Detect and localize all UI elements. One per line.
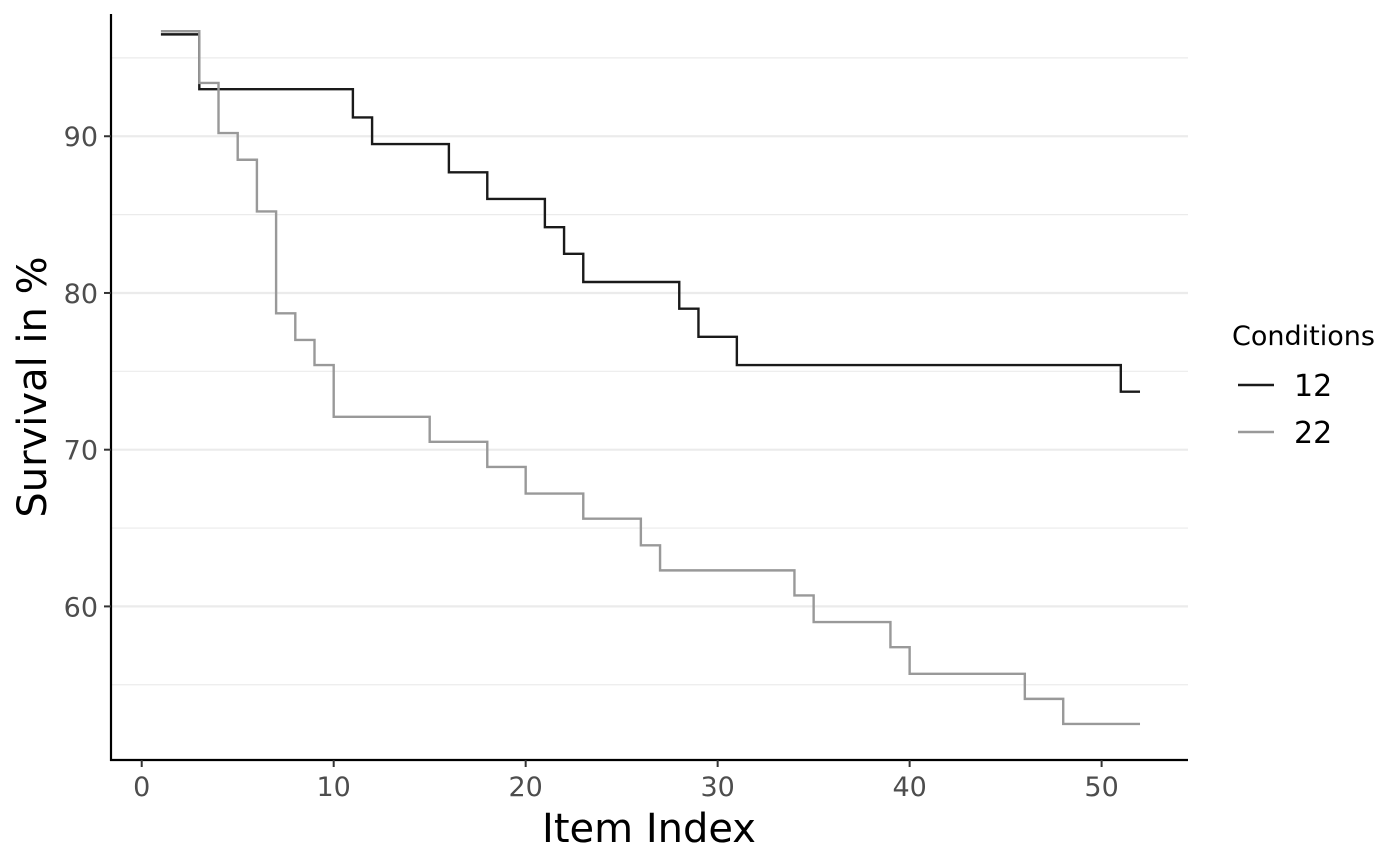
y-tick-label: 80 [64,279,98,310]
series-line-22 [160,30,1141,726]
legend-item-12: 12 [1238,369,1332,404]
gridlines [111,57,1188,686]
series-lines [160,30,1141,726]
x-tick-label: 40 [892,772,926,803]
x-tick-label: 50 [1084,772,1118,803]
legend-title: Conditions [1232,321,1375,352]
legend-label-12: 12 [1294,369,1332,404]
series-line-12 [160,33,1141,393]
x-tick-label: 20 [508,772,542,803]
y-tick-label: 70 [64,436,98,467]
y-axis-ticks: 60 70 80 90 [64,122,111,623]
x-tick-label: 0 [133,772,150,803]
y-tick-label: 60 [64,592,98,623]
legend-item-22: 22 [1238,416,1332,451]
x-axis-title: Item Index [542,806,756,852]
x-tick-label: 30 [700,772,734,803]
legend-label-22: 22 [1294,416,1332,451]
legend: Conditions 12 22 [1232,321,1375,451]
y-tick-label: 90 [64,122,98,153]
x-axis-ticks: 0 10 20 30 40 50 [133,760,1119,803]
y-axis-title: Survival in % [10,256,56,517]
axes [109,14,1188,762]
x-tick-label: 10 [317,772,351,803]
